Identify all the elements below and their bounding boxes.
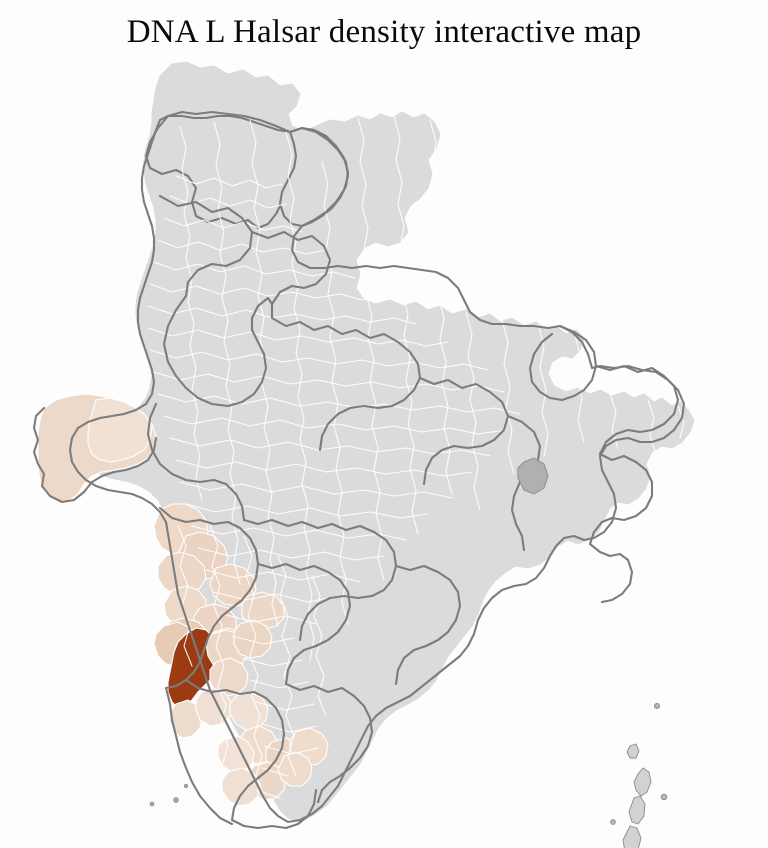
district-dharmapuri[interactable] bbox=[277, 751, 313, 787]
state-border-uttar-pradesh bbox=[270, 316, 422, 452]
district-bagalkot[interactable] bbox=[233, 619, 273, 659]
state-border-bihar-jharkhand bbox=[418, 376, 510, 486]
state-border-northeast-mizoram bbox=[588, 542, 634, 604]
state-border-kerala bbox=[164, 686, 234, 826]
map-canvas[interactable] bbox=[0, 56, 768, 848]
district-udupi[interactable] bbox=[169, 699, 203, 739]
district-border-mesh bbox=[147, 115, 685, 819]
state-border-rajasthan bbox=[162, 294, 274, 408]
india-west-coast-detail bbox=[32, 406, 158, 504]
india-national-outline bbox=[68, 110, 686, 824]
state-border-northeast-arunachal bbox=[594, 364, 680, 456]
state-border-layer bbox=[146, 194, 680, 830]
northern-states-layer bbox=[144, 114, 350, 230]
andaman-islands[interactable] bbox=[610, 702, 668, 848]
state-border-andhra-telangana bbox=[284, 682, 374, 804]
lakshadweep-islands[interactable] bbox=[149, 783, 189, 848]
district-gujarat-coast[interactable] bbox=[87, 397, 153, 463]
district-erode[interactable] bbox=[221, 767, 261, 807]
page-title: DNA L Halsar density interactive map bbox=[126, 14, 642, 50]
state-border-tamil-nadu bbox=[230, 788, 318, 830]
state-border-chhattisgarh-odisha bbox=[394, 564, 462, 686]
state-border-punjab-haryana bbox=[158, 194, 254, 298]
sundarbans-dark-patch bbox=[517, 457, 549, 495]
shaded-districts-layer[interactable] bbox=[37, 393, 329, 807]
state-border-maharashtra bbox=[158, 506, 260, 690]
state-border-gujarat bbox=[146, 402, 246, 522]
state-border-karnataka bbox=[184, 678, 286, 822]
state-border-northeast-meghalaya-manipur bbox=[588, 452, 654, 546]
state-border-madhya-pradesh bbox=[242, 518, 398, 642]
india-choropleth-map[interactable] bbox=[0, 56, 768, 848]
state-border-northeast-assam bbox=[528, 324, 598, 402]
state-border-maharashtra-east bbox=[256, 562, 352, 686]
islands-layer bbox=[149, 702, 668, 848]
national-outline-layer bbox=[32, 110, 686, 824]
